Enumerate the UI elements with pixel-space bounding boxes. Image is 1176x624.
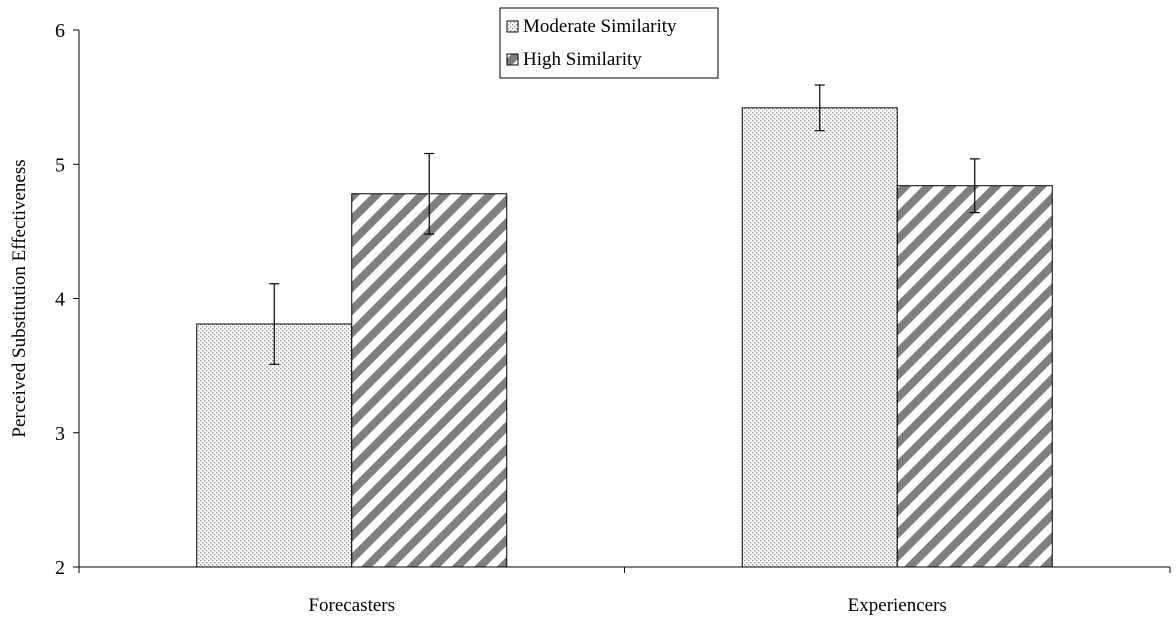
error-bar — [424, 152, 435, 235]
y-tick-label: 5 — [55, 154, 65, 176]
axis-ticks — [73, 29, 1171, 573]
legend-swatch — [506, 53, 519, 66]
error-bars — [269, 84, 980, 365]
y-axis-title: Perceived Substitution Effectiveness — [9, 159, 30, 437]
legend-swatch — [506, 20, 519, 33]
bar-high-similarity-experiencers — [896, 185, 1053, 568]
y-tick-labels: 2 3 4 5 6 — [55, 20, 65, 579]
y-tick-label: 3 — [55, 423, 65, 445]
legend-box — [499, 7, 719, 79]
x-category-label: Experiencers — [848, 595, 947, 616]
x-category-label: Forecasters — [308, 595, 395, 616]
bars — [196, 107, 1053, 568]
bar-moderate-similarity-experiencers — [741, 107, 898, 568]
error-bar — [969, 158, 980, 214]
error-bar — [269, 283, 280, 365]
x-category-labels: Forecasters Experiencers — [308, 595, 946, 616]
y-tick-label: 4 — [55, 289, 65, 311]
error-bar — [814, 84, 825, 132]
legend: Moderate Similarity High Similarity — [499, 7, 719, 79]
y-tick-label: 6 — [55, 20, 65, 42]
legend-label: High Similarity — [523, 49, 642, 70]
bar-high-similarity-forecasters — [351, 193, 508, 568]
y-tick-label: 2 — [55, 557, 65, 579]
legend-label: Moderate Similarity — [523, 16, 677, 37]
